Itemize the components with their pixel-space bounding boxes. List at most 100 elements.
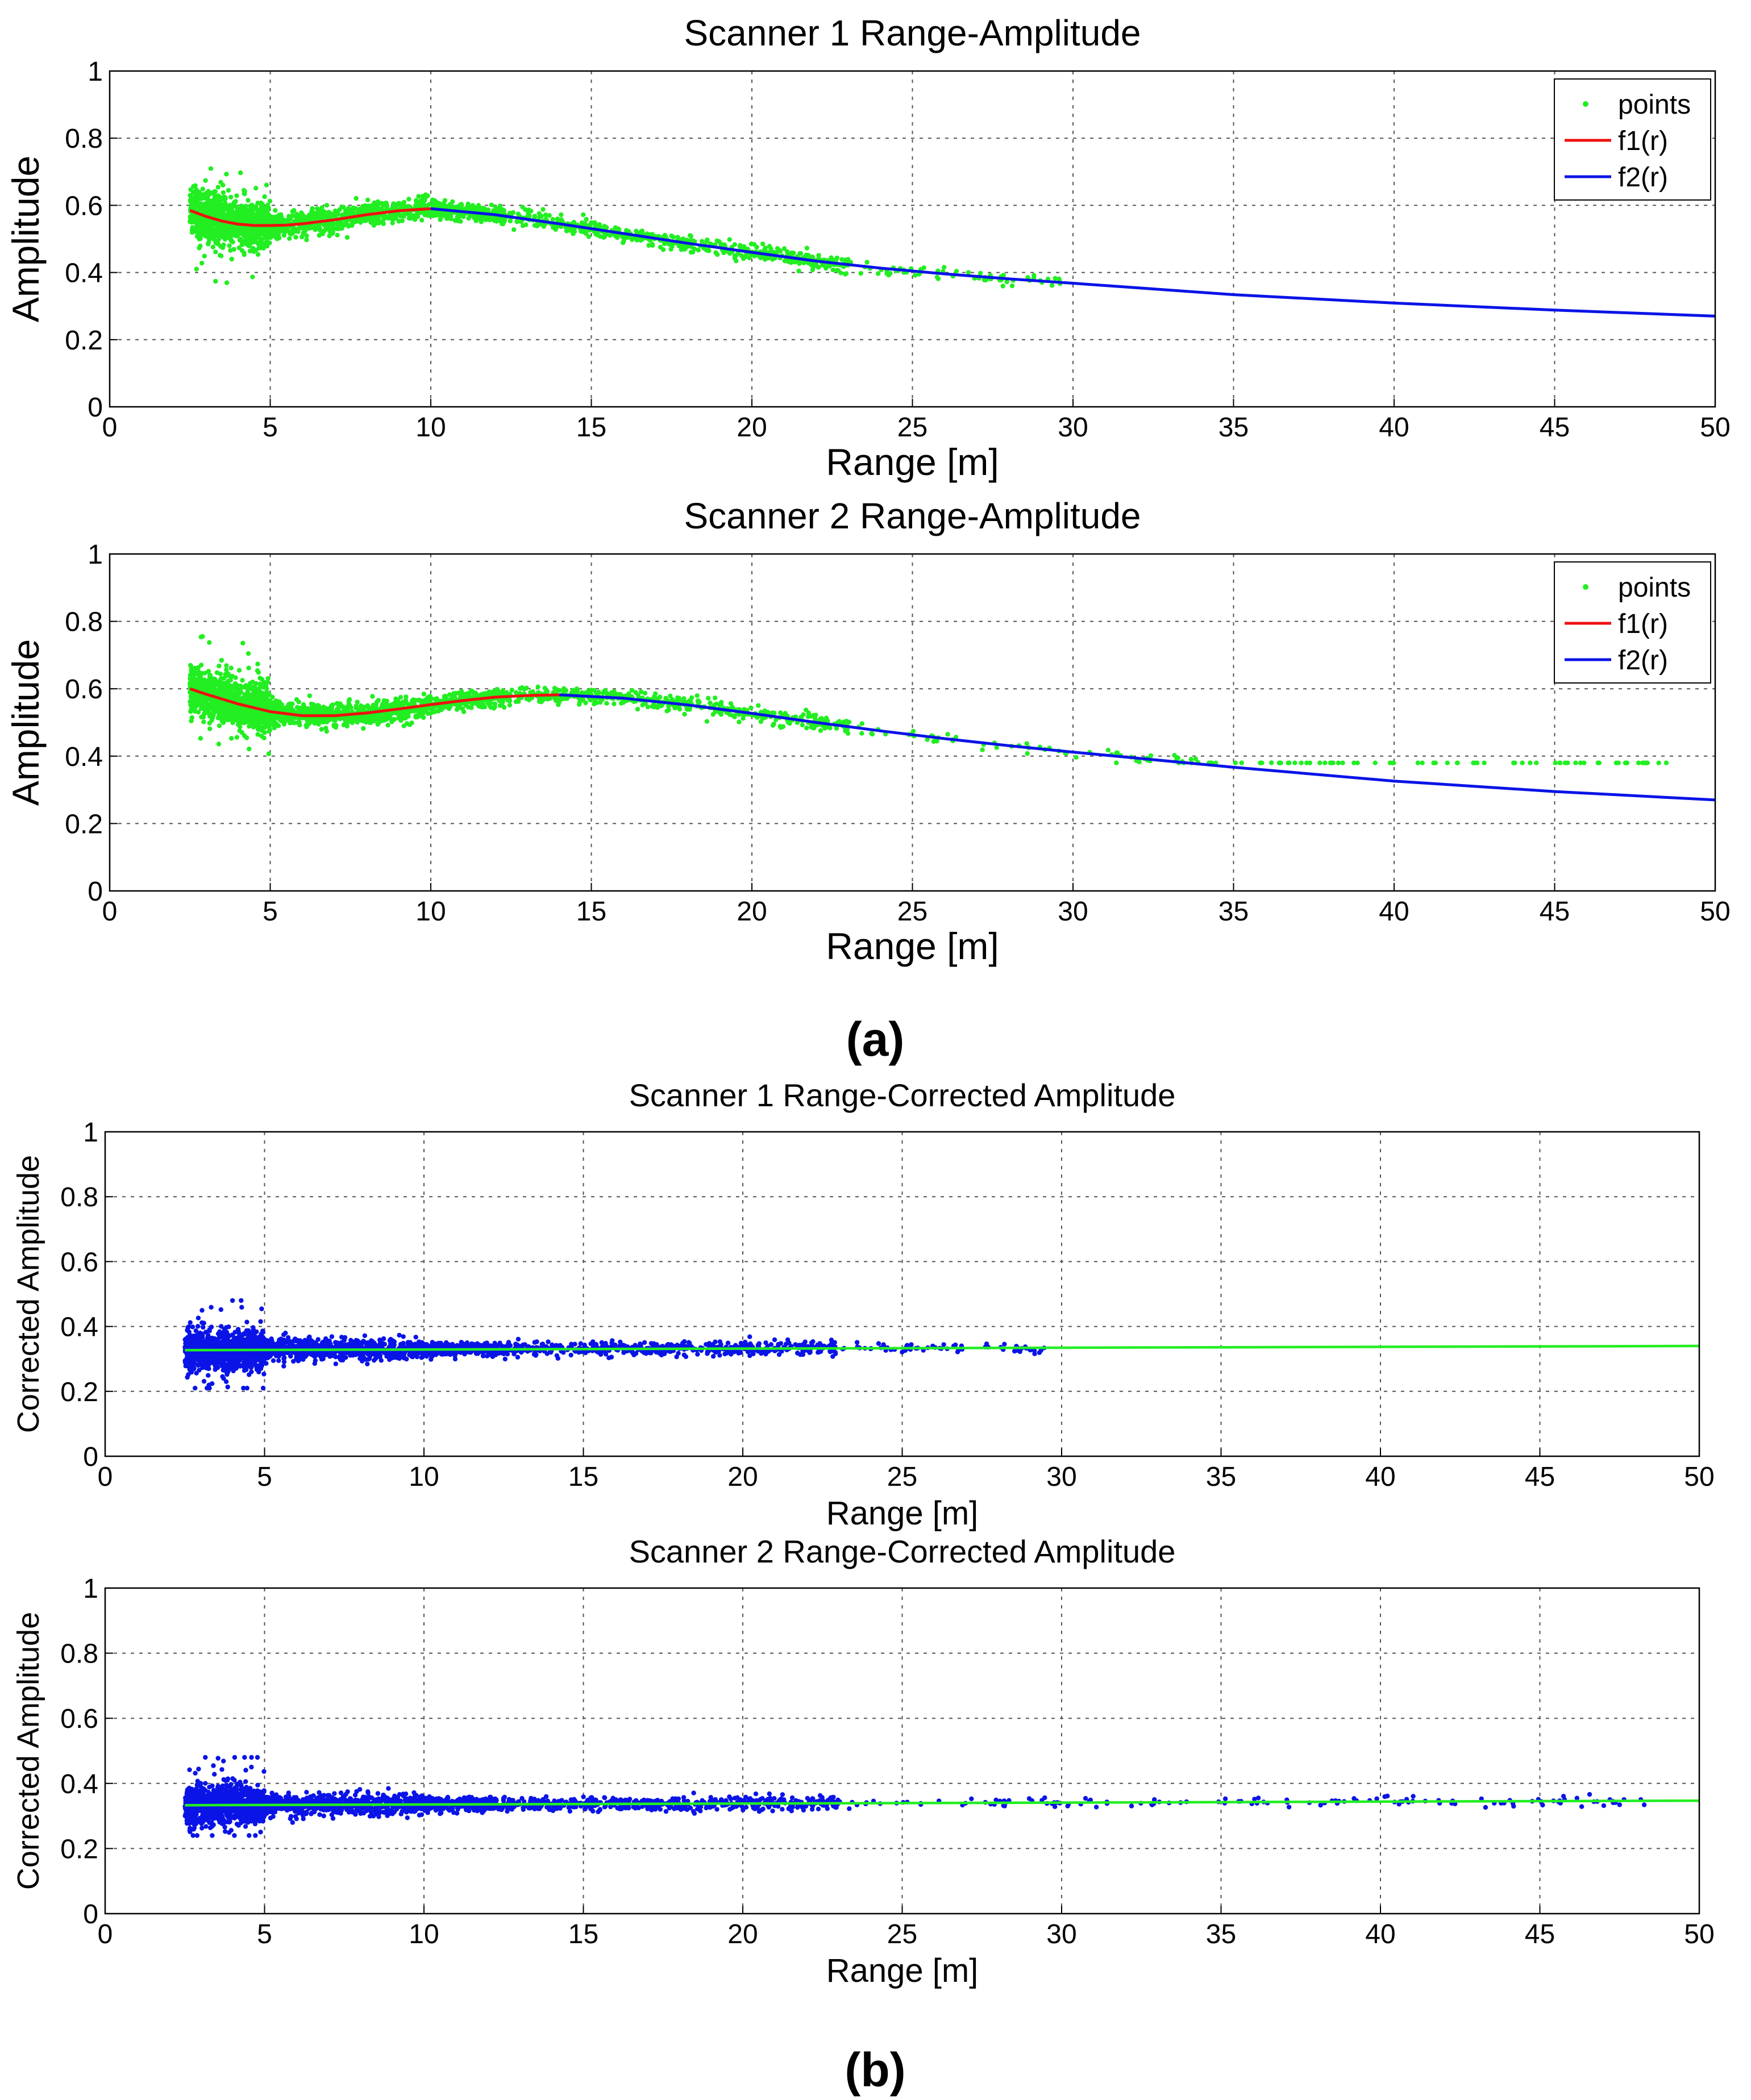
x-tick-label: 0: [102, 413, 118, 443]
data-point: [242, 189, 247, 194]
data-point: [650, 241, 655, 247]
data-point: [556, 700, 562, 705]
data-point: [1573, 760, 1578, 765]
data-point: [510, 210, 516, 215]
data-point: [292, 720, 297, 726]
data-point: [689, 695, 694, 701]
data-point: [419, 218, 425, 223]
data-point: [768, 246, 773, 251]
data-point: [248, 248, 254, 253]
data-point: [220, 232, 226, 238]
data-point: [306, 226, 311, 231]
data-point: [206, 236, 212, 241]
data-point: [732, 714, 737, 720]
data-point: [276, 213, 282, 218]
data-point: [688, 233, 693, 238]
data-point: [737, 719, 742, 724]
data-point-outlier: [202, 253, 207, 259]
data-point: [197, 245, 202, 251]
data-point-outlier: [221, 182, 226, 188]
data-point: [290, 209, 295, 214]
data-point: [719, 699, 724, 705]
data-point: [493, 205, 498, 210]
data-point: [1565, 760, 1570, 765]
data-point: [679, 247, 684, 252]
data-point: [236, 668, 242, 673]
data-point: [277, 227, 282, 232]
data-point-outlier: [250, 274, 255, 280]
data-point: [1317, 760, 1322, 765]
data-point: [520, 205, 525, 210]
data-point: [367, 720, 372, 726]
data-point: [319, 727, 324, 732]
data-point: [259, 734, 264, 739]
data-point: [222, 226, 227, 231]
data-point: [1233, 760, 1238, 765]
data-point: [239, 242, 245, 247]
data-point: [240, 678, 245, 683]
data-point: [658, 244, 663, 250]
data-point: [1114, 760, 1119, 765]
data-point: [217, 235, 222, 240]
data-point: [1299, 760, 1304, 765]
data-point: [415, 201, 421, 206]
legend-marker-points: [1583, 101, 1588, 107]
y-tick-label: 1: [88, 57, 103, 87]
data-point: [633, 690, 638, 695]
data-point: [197, 223, 203, 228]
data-point: [286, 216, 291, 222]
data-point: [876, 271, 881, 276]
data-point: [836, 268, 841, 273]
data-point: [274, 236, 280, 241]
data-point: [692, 246, 697, 252]
data-point: [583, 231, 589, 236]
data-point: [401, 214, 406, 219]
data-point: [346, 702, 351, 707]
data-point: [401, 199, 407, 205]
data-point: [304, 238, 309, 243]
data-point: [1472, 760, 1477, 765]
data-point: [634, 228, 639, 234]
data-point: [412, 213, 417, 218]
data-point: [228, 665, 234, 670]
data-point: [197, 194, 202, 199]
data-point: [211, 237, 217, 242]
x-tick-label: 10: [415, 413, 446, 443]
data-point: [438, 217, 443, 222]
data-point: [310, 210, 315, 215]
data-point: [342, 222, 348, 227]
data-point: [942, 265, 947, 270]
data-point-outlier: [208, 166, 214, 171]
data-point: [214, 222, 219, 227]
data-point: [267, 229, 272, 234]
data-point: [339, 205, 344, 210]
data-point: [229, 256, 234, 262]
data-point: [597, 223, 602, 228]
data-point: [1582, 760, 1587, 765]
data-point: [428, 695, 433, 701]
data-point: [202, 195, 207, 200]
data-point: [257, 676, 263, 681]
data-point: [256, 241, 261, 247]
data-point: [571, 219, 577, 225]
data-point: [465, 202, 471, 207]
data-point: [256, 217, 261, 222]
data-point: [266, 751, 272, 756]
data-point: [1445, 760, 1450, 765]
data-point: [347, 223, 352, 228]
data-point: [1663, 760, 1669, 765]
data-point: [694, 693, 700, 698]
data-point: [668, 247, 673, 252]
data-point: [430, 197, 435, 203]
data-point: [1482, 760, 1487, 765]
data-point: [406, 197, 411, 202]
data-point: [1340, 760, 1345, 765]
data-point: [579, 220, 585, 226]
data-point: [210, 223, 215, 228]
data-point: [604, 225, 609, 230]
data-point: [210, 244, 215, 249]
data-point: [260, 241, 265, 247]
data-point: [193, 183, 198, 188]
data-point: [816, 265, 821, 270]
data-point: [507, 702, 513, 708]
